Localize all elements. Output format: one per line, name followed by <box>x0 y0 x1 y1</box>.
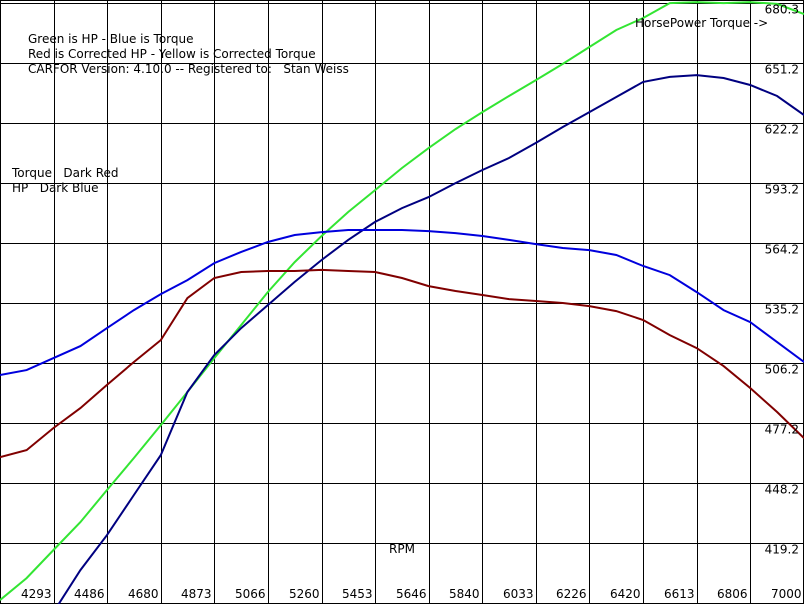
y-tick-label: 535.2 <box>765 303 799 317</box>
y-tick-label: 477.2 <box>765 423 799 437</box>
x-tick-label: 4873 <box>181 587 212 601</box>
x-tick-label: 4486 <box>74 587 105 601</box>
x-tick-label: 4680 <box>128 587 159 601</box>
x-tick-label: 7000 <box>771 587 802 601</box>
annotation: Torque Dark Red <box>11 166 119 180</box>
y-tick-label: 680.3 <box>765 3 799 17</box>
annotation: HP Dark Blue <box>12 181 99 195</box>
y-tick-label: 593.2 <box>765 183 799 197</box>
x-tick-label: 5260 <box>289 587 320 601</box>
y-tick-label: 622.2 <box>765 123 799 137</box>
x-axis-label: RPM <box>389 542 415 556</box>
series-line <box>0 229 804 376</box>
x-tick-label: 5646 <box>396 587 427 601</box>
annotation: CARFOR Version: 4.10.0 -- Registered to:… <box>28 62 349 76</box>
x-tick-label: 6033 <box>503 587 534 601</box>
y-tick-label: 564.2 <box>765 243 799 257</box>
y-tick-label: 651.2 <box>765 63 799 77</box>
x-tick-label: 5453 <box>342 587 373 601</box>
series-line <box>0 268 804 459</box>
x-tick-label: 6613 <box>664 587 695 601</box>
y-tick-label: 419.2 <box>765 543 799 557</box>
x-tick-label: 6226 <box>556 587 587 601</box>
y-tick-label: 448.2 <box>765 483 799 497</box>
series-line <box>57 74 804 604</box>
annotation: Red is Corrected HP - Yellow is Correcte… <box>28 47 316 61</box>
x-tick-label: 4293 <box>21 587 52 601</box>
x-tick-label: 6420 <box>610 587 641 601</box>
x-tick-label: 6806 <box>717 587 748 601</box>
annotation: Green is HP - Blue is Torque <box>28 32 194 46</box>
y-tick-label: 506.2 <box>765 363 799 377</box>
x-tick-label: 5066 <box>235 587 266 601</box>
annotation: HorsePower Torque -> <box>635 16 768 30</box>
x-tick-label: 5840 <box>449 587 480 601</box>
